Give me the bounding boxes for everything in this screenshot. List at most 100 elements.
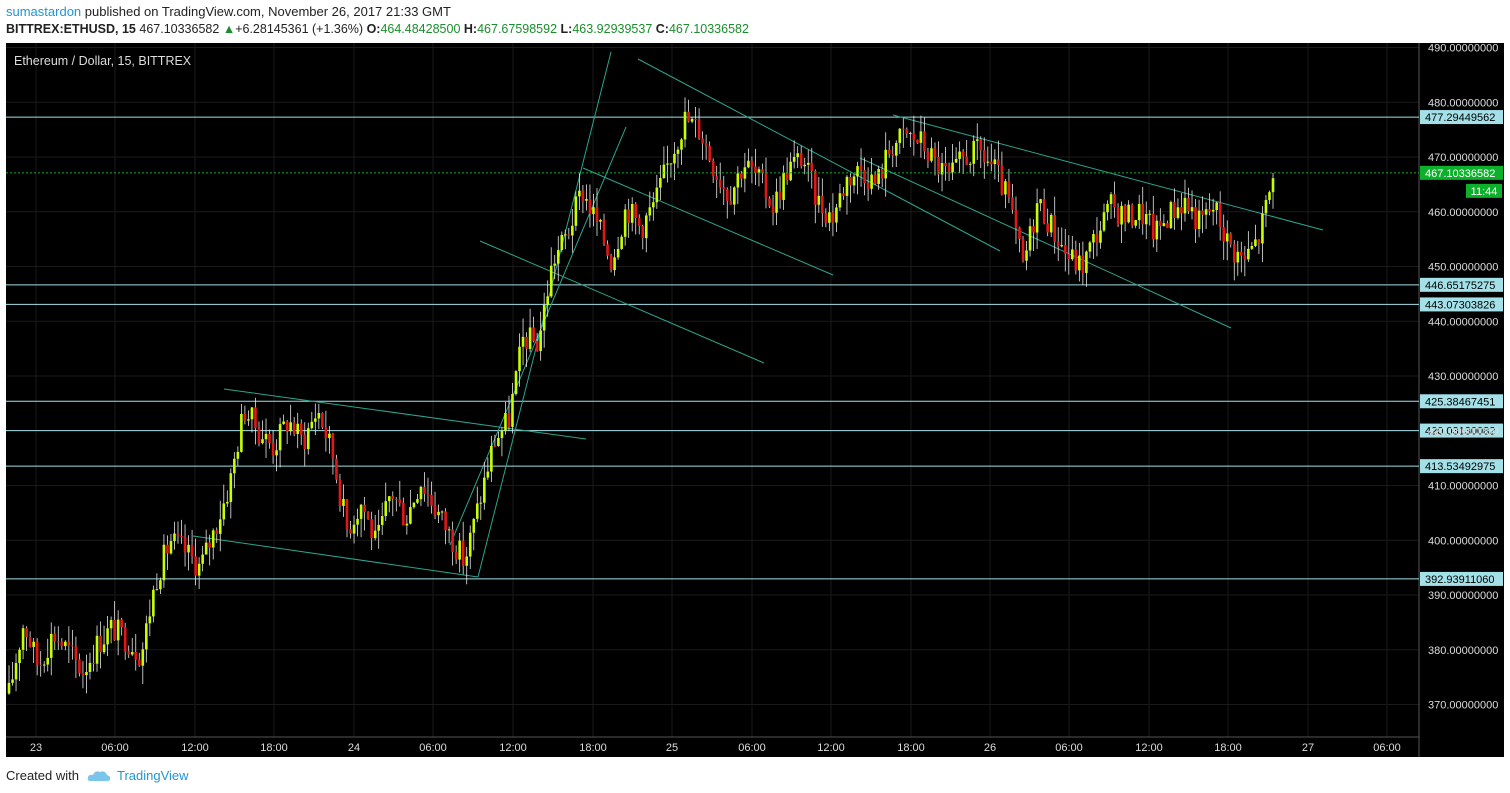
candle-up [356, 518, 359, 525]
candle-up [197, 563, 201, 576]
trend-line[interactable] [582, 167, 834, 276]
current-price-label: 467.10336582 [1425, 168, 1495, 180]
candle-up [775, 191, 778, 213]
open-label: O: [366, 22, 381, 36]
candle-down [923, 131, 926, 152]
candle-down [461, 540, 465, 566]
close-value: 467.10336582 [668, 22, 749, 36]
candle-up [592, 207, 595, 215]
candle-up [1261, 213, 1264, 244]
candle-up [648, 207, 652, 216]
candle-down [35, 641, 39, 665]
candle-up [1155, 220, 1159, 240]
candle-up [152, 589, 155, 617]
candle-up [475, 503, 479, 519]
candle-up [564, 234, 567, 236]
candle-down [74, 646, 78, 660]
candle-up [21, 628, 25, 650]
close-label: C: [655, 22, 669, 36]
candle-up [1190, 207, 1194, 212]
candle-down [532, 327, 535, 342]
candle-up [218, 519, 222, 534]
candle-up [673, 153, 676, 164]
candle-down [944, 163, 947, 167]
candle-down [1173, 202, 1176, 218]
candle-up [1109, 194, 1113, 204]
candle-down [99, 635, 102, 653]
candle-down [67, 641, 71, 646]
candle-down [595, 207, 599, 222]
candle-up [419, 486, 423, 500]
price-change: +6.28145361 (+1.36%) [235, 22, 364, 36]
price-tick-label: 480.00000000 [1428, 97, 1498, 109]
trend-line[interactable] [637, 58, 1001, 252]
trend-line[interactable] [223, 388, 587, 440]
candle-down [880, 168, 884, 179]
candle-up [623, 209, 627, 237]
candle-up [1204, 209, 1208, 215]
candle-down [887, 149, 891, 154]
candle-up [954, 158, 958, 163]
candle-up [490, 445, 493, 472]
candle-down [602, 220, 606, 245]
candle-down [60, 642, 64, 647]
candle-down [166, 544, 169, 554]
candle-down [183, 536, 187, 553]
trend-lines[interactable] [192, 51, 1324, 578]
candle-down [303, 434, 307, 450]
trend-line[interactable] [859, 157, 1232, 329]
candle-up [757, 169, 761, 173]
candle-down [363, 504, 366, 513]
open-value: 464.48428500 [380, 22, 461, 36]
trend-line[interactable] [479, 240, 765, 364]
countdown-badge [1466, 183, 1502, 198]
candle-up [387, 496, 391, 502]
candle-down [810, 162, 814, 171]
candle-up [1078, 255, 1081, 271]
trend-line[interactable] [192, 535, 479, 578]
candle-up [644, 215, 648, 239]
tradingview-brand-link[interactable]: TradingView [116, 768, 189, 783]
candle-up [630, 204, 634, 223]
candle-up [968, 163, 972, 165]
candle-up [88, 662, 92, 673]
candle-down [254, 407, 257, 429]
time-tick-label: 18:00 [897, 742, 925, 754]
candle-up [102, 644, 106, 653]
candle-down [127, 651, 131, 655]
candle-up [116, 619, 120, 641]
candle-down [349, 529, 352, 534]
publisher-link[interactable]: sumastardon [6, 4, 82, 19]
candle-up [574, 196, 578, 226]
candle-up [64, 641, 67, 647]
candle-up [412, 502, 416, 508]
publish-info: sumastardon published on TradingView.com… [6, 4, 451, 19]
time-tick-label: 12:00 [817, 742, 845, 754]
candle-down [637, 218, 641, 227]
candle-up [1028, 226, 1032, 251]
candle-down [725, 189, 729, 201]
candle-up [1106, 203, 1109, 213]
candle-up [835, 207, 838, 223]
candle-down [271, 443, 275, 456]
candle-down [243, 413, 247, 421]
horizontal-levels[interactable]: 477.29449562 446.65175275 443.07303826 425.… [6, 110, 1503, 586]
candle-up [447, 529, 451, 531]
candle-up [106, 628, 109, 645]
time-tick-label: 24 [348, 742, 360, 754]
candle-up [1169, 202, 1173, 228]
candle-up [159, 580, 162, 590]
candle-up [690, 118, 694, 122]
candle-up [1271, 178, 1275, 193]
candle-up [736, 173, 740, 188]
trend-line[interactable] [892, 114, 1324, 231]
candle-up [141, 649, 145, 666]
candle-up [940, 163, 944, 175]
candle-down [433, 505, 437, 516]
candle-up [486, 471, 490, 478]
candle-down [866, 183, 870, 189]
candle-down [180, 535, 183, 537]
chart-title: Ethereum / Dollar, 15, BITTREX [14, 54, 192, 68]
candle-down [426, 493, 430, 495]
